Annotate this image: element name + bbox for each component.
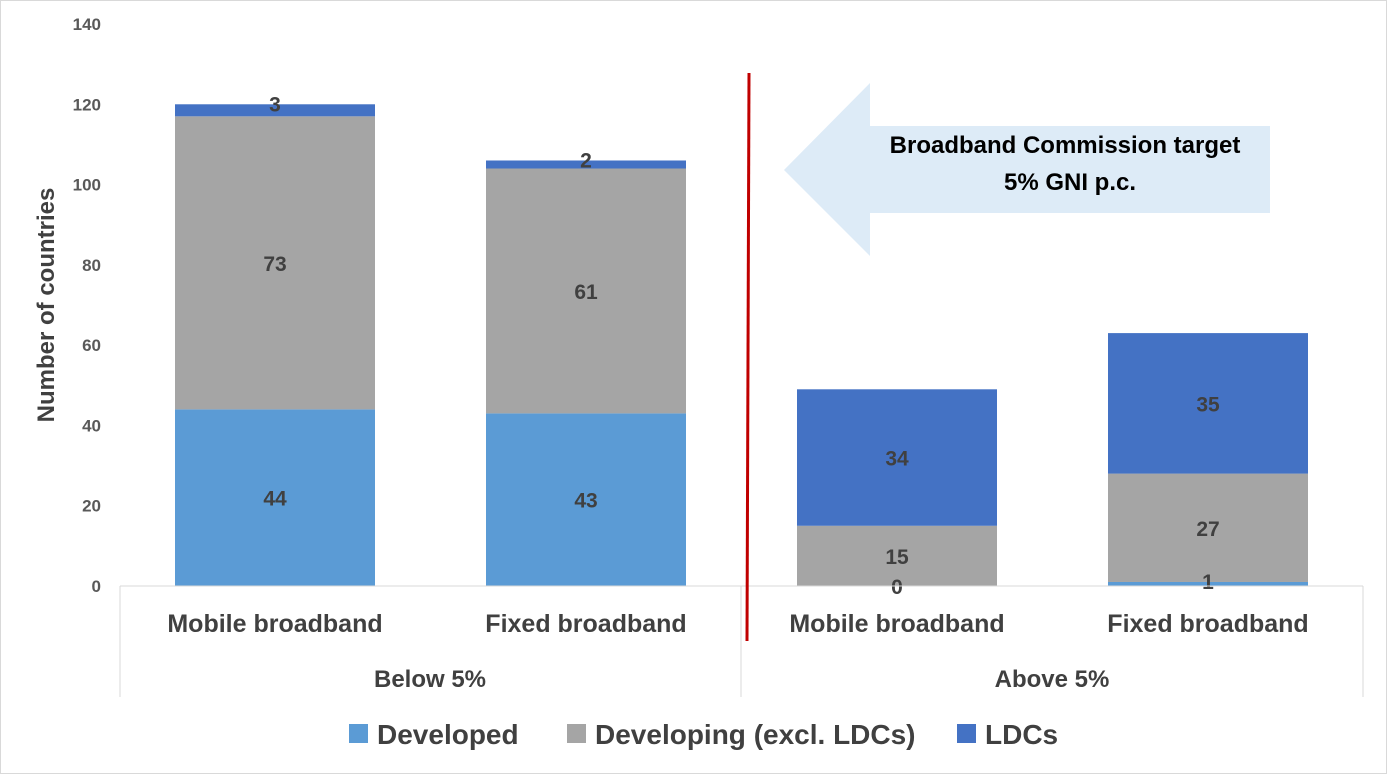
data-label: 61 [574,281,598,304]
left-arrow-shape [784,83,1270,256]
data-label: 15 [885,546,909,569]
bar-segment [486,168,686,414]
data-labels: 44 73 3 43 61 2 0 15 34 1 27 35 [263,93,1220,599]
target-divider-line [745,72,751,642]
y-tick-label: 120 [73,95,101,114]
y-axis-label: Number of countries [33,188,60,423]
legend-swatch [567,724,586,743]
bar-segment [175,104,375,117]
data-label: 1 [1202,571,1214,594]
y-tick-label: 100 [73,176,101,195]
legend: Developed Developing (excl. LDCs) LDCs [349,719,1058,750]
bar-segment [175,409,375,586]
bar-segment [1108,333,1308,474]
x-category-label: Mobile broadband [167,610,382,638]
bar-segment [797,525,997,586]
target-callout: Broadband Commission target 5% GNI p.c. [784,83,1270,256]
x-category-label: Fixed broadband [485,610,686,638]
y-tick-label: 60 [82,336,101,355]
x-category-label: Mobile broadband [789,610,1004,638]
x-axis: Mobile broadband Fixed broadband Mobile br… [119,585,1364,697]
bar-segment [486,160,686,169]
data-label: 2 [580,149,592,172]
y-tick-label: 20 [82,497,101,516]
bar-segment [175,116,375,410]
x-category-label: Fixed broadband [1107,610,1308,638]
legend-label: LDCs [985,719,1058,750]
bars [175,104,1308,586]
callout-line-2: 5% GNI p.c. [1004,169,1136,196]
y-tick-label: 140 [73,15,101,34]
legend-label: Developing (excl. LDCs) [595,719,916,750]
legend-swatch [349,724,368,743]
data-label: 27 [1196,518,1219,541]
bar-segment [797,389,997,526]
legend-swatch [957,724,976,743]
data-label: 3 [269,93,281,116]
data-label: 0 [891,576,903,599]
callout-line-1: Broadband Commission target [890,132,1241,159]
data-label: 43 [574,490,597,513]
legend-label: Developed [377,719,519,750]
y-tick-label: 0 [92,577,101,596]
bar-segment [486,413,686,586]
y-tick-label: 80 [82,256,101,275]
x-group-label: Above 5% [995,666,1110,693]
bar-segment [1108,581,1308,586]
data-label: 35 [1196,393,1220,416]
data-label: 44 [263,488,287,511]
y-tick-label: 40 [82,416,101,435]
data-label: 34 [885,448,909,471]
data-label: 73 [263,253,286,276]
x-group-label: Below 5% [374,666,486,693]
y-axis-ticks: 0 20 40 60 80 100 120 140 [73,15,101,596]
bar-segment [1108,473,1308,582]
